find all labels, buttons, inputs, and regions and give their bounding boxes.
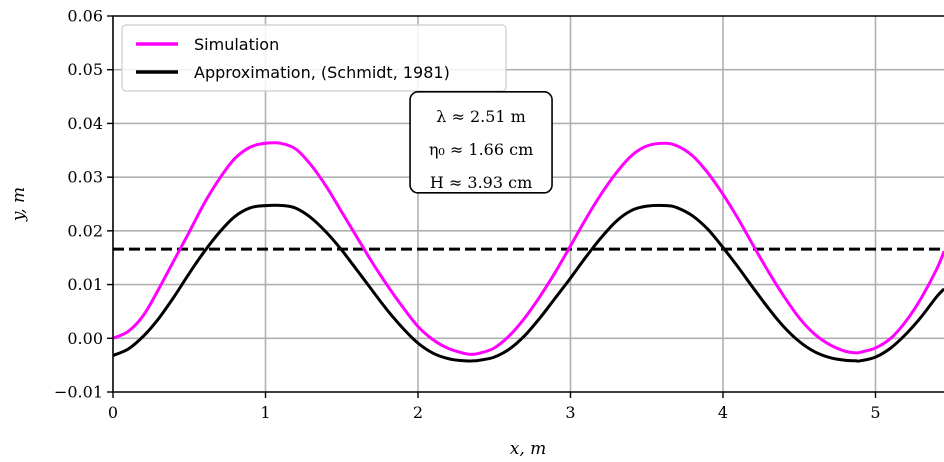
ticks: 0 1 2 3 4 5 −0.01 0.00 0.01 0.02 0.03 0.04 0.05 0.06 [54, 7, 881, 423]
y-tick-label: 0.04 [67, 114, 103, 133]
y-axis-label: y, m [9, 187, 29, 222]
annotation-box: λ ≈ 2.51 m η₀ ≈ 1.66 cm H ≈ 3.93 cm [409, 91, 553, 194]
legend: Simulation Approximation, (Schmidt, 1981) [121, 24, 507, 92]
y-tick-label: 0.06 [67, 7, 103, 26]
y-tick-label: 0.05 [67, 60, 103, 79]
y-tick-label: 0.00 [67, 329, 103, 348]
x-tick-label: 0 [108, 403, 118, 422]
y-tick-label: 0.03 [67, 168, 103, 187]
x-tick-label: 2 [413, 403, 423, 422]
annotation-line: H ≈ 3.93 cm [430, 173, 532, 192]
y-tick-label: −0.01 [54, 383, 103, 402]
legend-label: Approximation, (Schmidt, 1981) [194, 63, 450, 82]
y-tick-label: 0.01 [67, 275, 103, 294]
annotation-line: λ ≈ 2.51 m [436, 107, 526, 126]
legend-label: Simulation [194, 35, 279, 54]
y-tick-label: 0.02 [67, 221, 103, 240]
x-axis-label: x, m [510, 439, 547, 459]
x-tick-label: 1 [260, 403, 270, 422]
simulation-line [113, 141, 944, 356]
annotation-line: η₀ ≈ 1.66 cm [429, 140, 533, 159]
annotation-frame [409, 91, 553, 194]
legend-frame [121, 24, 507, 92]
approximation-line [113, 203, 944, 363]
series-layer [113, 141, 944, 363]
axes [112, 15, 944, 393]
x-tick-label: 5 [870, 403, 880, 422]
x-tick-label: 3 [565, 403, 575, 422]
x-tick-label: 4 [718, 403, 728, 422]
